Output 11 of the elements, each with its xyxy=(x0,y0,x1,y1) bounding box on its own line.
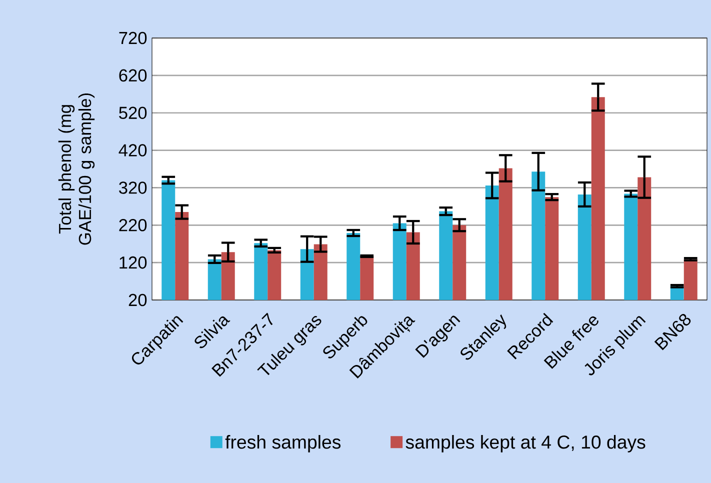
legend-label: fresh samples xyxy=(225,435,341,452)
y-tick-label: 720 xyxy=(119,32,147,44)
y-axis-title: Total phenol (mg GAE/100 g sample) xyxy=(58,94,95,245)
y-tick-label: 20 xyxy=(128,294,147,306)
y-tick-label: 520 xyxy=(119,106,147,119)
legend-label: samples kept at 4 C, 10 days xyxy=(406,435,646,452)
y-tick-label: 220 xyxy=(119,219,147,232)
y-tick-label: 120 xyxy=(120,256,147,269)
y-tick-label: 320 xyxy=(119,182,147,194)
y-tick-label: 620 xyxy=(119,69,147,82)
y-tick-label: 420 xyxy=(118,144,147,156)
